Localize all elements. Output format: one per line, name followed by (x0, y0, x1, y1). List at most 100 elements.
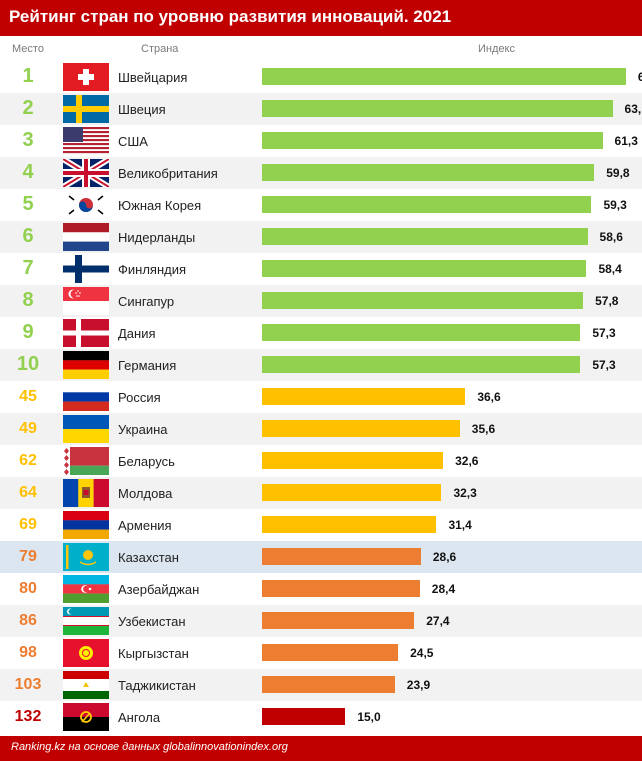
finland-flag-icon (63, 255, 109, 283)
bar (262, 100, 613, 117)
rank-label: 64 (19, 484, 37, 501)
country-column-header: Страна (141, 43, 179, 55)
country-label: Дания (118, 326, 156, 341)
belarus-flag-icon (63, 447, 109, 475)
rank-label: 3 (22, 129, 34, 151)
bar (262, 228, 588, 245)
rank-label: 2 (22, 97, 34, 119)
chart-row: 80 Азербайджан 28,4 (0, 573, 642, 605)
bar (262, 164, 595, 181)
chart-row: 9 Дания 57,3 (0, 317, 642, 349)
rank-label: 69 (19, 516, 37, 533)
bar (262, 420, 460, 437)
chart-row: 86 Узбекистан 27,4 (0, 605, 642, 637)
rank-label: 10 (16, 353, 40, 375)
chart-row: 62 Беларусь 32,6 (0, 445, 642, 477)
value-label: 57,8 (595, 294, 619, 308)
value-label: 32,3 (453, 486, 477, 500)
rank-label: 9 (22, 321, 34, 343)
rank-label: 6 (22, 225, 34, 247)
chart-row: 3 США 61,3 (0, 125, 642, 157)
value-label: 31,4 (448, 518, 472, 532)
country-label: Беларусь (118, 454, 175, 469)
value-label: 57,3 (592, 326, 616, 340)
rank-label: 1 (22, 65, 34, 87)
bar (262, 644, 399, 661)
bar (262, 132, 603, 149)
switzerland-flag-icon (63, 63, 109, 91)
chart-row: 7 Финляндия 58,4 (0, 253, 642, 285)
chart-row: 2 Швеция 63,1 (0, 93, 642, 125)
chart-row: 10 Германия 57,3 (0, 349, 642, 381)
value-label: 59,8 (606, 166, 630, 180)
value-label: 61,3 (614, 134, 638, 148)
country-label: Южная Корея (118, 198, 202, 213)
country-label: Нидерланды (118, 230, 196, 245)
south-korea-flag-icon (63, 191, 109, 219)
chart-row: 49 Украина 35,6 (0, 413, 642, 445)
value-label: 27,4 (426, 614, 450, 628)
value-label: 28,6 (432, 550, 457, 564)
rank-label: 8 (22, 289, 34, 311)
kyrgyzstan-flag-icon (63, 639, 109, 667)
germany-flag-icon (63, 351, 109, 379)
uzbekistan-flag-icon (63, 607, 109, 635)
value-label: 58,6 (599, 230, 623, 244)
rank-label: 45 (19, 388, 37, 405)
bar (262, 324, 581, 341)
angola-flag-icon (63, 703, 109, 731)
russia-flag-icon (63, 383, 109, 411)
sweden-flag-icon (63, 95, 109, 123)
bar (262, 452, 444, 469)
bar (262, 356, 581, 373)
chart-row: 79 Казахстан 28,6 (0, 541, 642, 573)
chart-row: 103 Таджикистан 23,9 (0, 669, 642, 701)
rank-label: 98 (19, 644, 37, 661)
value-label: 24,5 (410, 646, 434, 660)
rank-label: 132 (14, 708, 42, 725)
chart-row: 6 Нидерланды 58,6 (0, 221, 642, 253)
chart-row: 4 Великобритания 59,8 (0, 157, 642, 189)
chart-row: 69 Армения 31,4 (0, 509, 642, 541)
rank-label: 79 (19, 548, 37, 565)
bar (262, 612, 415, 629)
chart-row: 98 Кыргызстан 24,5 (0, 637, 642, 669)
usa-flag-icon (63, 127, 109, 155)
country-label: Ангола (118, 710, 161, 725)
bar (262, 676, 395, 693)
bar (262, 708, 346, 725)
country-label: Таджикистан (118, 678, 196, 693)
bar (262, 548, 421, 565)
country-label: Сингапур (118, 294, 175, 309)
chart-row: 45 Россия 36,6 (0, 381, 642, 413)
source-note: Ranking.kz на основе данных globalinnova… (11, 741, 288, 753)
value-label: 57,3 (592, 358, 616, 372)
bar (262, 196, 592, 213)
kazakhstan-flag-icon (63, 543, 109, 571)
rank-label: 80 (19, 580, 37, 597)
rank-label: 7 (22, 257, 34, 279)
chart-row: 132 Ангола 15,0 (0, 701, 642, 733)
country-label: Кыргызстан (118, 646, 189, 661)
country-label: Россия (118, 390, 161, 405)
value-label: 65,5 (637, 70, 642, 84)
value-label: 63,1 (624, 102, 642, 116)
rank-label: 4 (22, 161, 34, 183)
value-label: 28,4 (431, 582, 456, 596)
country-label: Швеция (118, 102, 166, 117)
bar (262, 68, 626, 85)
denmark-flag-icon (63, 319, 109, 347)
chart-row: 8 Сингапур 57,8 (0, 285, 642, 317)
country-label: Украина (118, 422, 168, 437)
rank-label: 49 (19, 420, 37, 437)
rank-label: 86 (19, 612, 37, 629)
bar (262, 484, 442, 501)
header-bar: Рейтинг стран по уровню развития инновац… (0, 0, 642, 36)
page-title: Рейтинг стран по уровню развития инновац… (9, 7, 452, 26)
country-label: Великобритания (118, 166, 218, 181)
value-label: 32,6 (455, 454, 479, 468)
ukraine-flag-icon (63, 415, 109, 443)
country-label: Финляндия (118, 262, 187, 277)
bar (262, 292, 584, 309)
chart-row: 1 Швейцария 65,5 (0, 61, 642, 93)
